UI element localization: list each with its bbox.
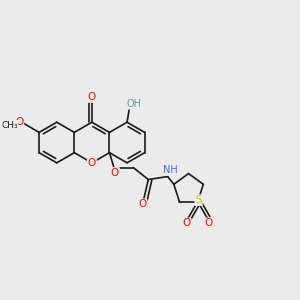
Text: O: O [205,218,213,228]
Text: O: O [88,92,96,102]
Text: CH₃: CH₃ [1,121,18,130]
Text: O: O [111,168,119,178]
Text: O: O [138,199,146,209]
Text: O: O [88,158,96,168]
Text: S: S [195,195,202,205]
Text: O: O [182,218,191,228]
Text: OH: OH [126,99,141,109]
Text: O: O [15,117,23,127]
Text: NH: NH [163,165,177,175]
